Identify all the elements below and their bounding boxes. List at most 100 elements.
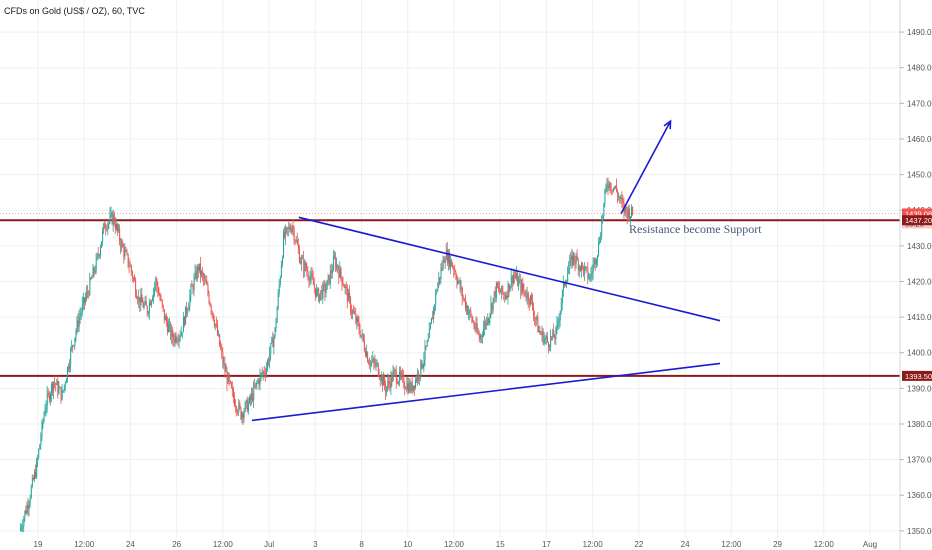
candle-body: [41, 422, 43, 438]
candle-body: [35, 471, 37, 478]
candle-body: [296, 240, 297, 242]
candle-body: [216, 324, 218, 326]
candle-body: [57, 380, 59, 394]
candle-body: [346, 286, 347, 288]
candle-body: [474, 326, 476, 330]
candle-body: [544, 338, 545, 344]
candle-body: [84, 297, 86, 303]
y-tick-label: 1390.00: [907, 384, 932, 393]
candle-body: [291, 226, 293, 232]
candle-body: [629, 208, 630, 220]
candle-body: [93, 267, 95, 273]
candle-body: [321, 290, 323, 299]
candle-body: [319, 293, 321, 301]
candle-body: [185, 306, 187, 325]
candle-body: [347, 287, 348, 302]
candle-body: [440, 268, 442, 279]
candle-body: [342, 284, 344, 286]
candle-body: [317, 289, 319, 291]
x-tick-label: 12:00: [721, 540, 742, 549]
candle-body: [292, 226, 294, 229]
candle-body: [545, 338, 546, 340]
candle-body: [454, 270, 456, 272]
level-badge-label: 1393.50: [905, 372, 932, 381]
candle-body: [82, 303, 83, 313]
candle-body: [220, 345, 222, 349]
candle-body: [232, 387, 233, 391]
candle-body: [47, 393, 48, 407]
candle-body: [624, 206, 626, 213]
candle-body: [367, 352, 369, 362]
candle-body: [323, 284, 325, 286]
candle-body: [586, 266, 588, 268]
candle-body: [156, 279, 158, 287]
candle-body: [199, 263, 200, 271]
candle-body: [419, 376, 421, 379]
candle-body: [257, 380, 259, 383]
candle-body: [540, 332, 542, 335]
candle-body: [632, 206, 634, 215]
candle-body: [433, 307, 435, 320]
candle-body: [210, 305, 212, 312]
candle-body: [285, 228, 287, 238]
time-axis[interactable]: 19 12:00 24 26 12:00 Jul 3 8 10 12:00 15 17 12:00 22 2…: [34, 540, 878, 549]
candle-body: [332, 270, 334, 273]
candle-body: [155, 279, 157, 286]
y-tick-label: 1360.00: [907, 491, 932, 500]
candle-body: [491, 303, 493, 310]
candle-body: [370, 361, 372, 366]
candle-body: [333, 257, 335, 271]
candle-body: [309, 277, 311, 282]
candle-body: [40, 437, 42, 445]
candle-body: [338, 270, 340, 278]
candle-body: [243, 411, 245, 418]
candle-body: [104, 223, 106, 229]
candle-body: [496, 282, 497, 298]
candle-body: [128, 265, 130, 267]
candle-body: [274, 327, 276, 337]
candle-body: [583, 266, 585, 275]
candle-body: [371, 361, 373, 363]
last-price-badge-label: 1439.08: [905, 209, 932, 218]
candle-body: [368, 361, 370, 365]
candle-body: [294, 240, 296, 242]
candle-body: [375, 363, 377, 366]
candle-body: [138, 296, 140, 302]
candle-body: [453, 267, 455, 271]
candle-body: [505, 295, 507, 299]
x-tick-label: Aug: [863, 540, 877, 549]
candle-body: [557, 322, 559, 324]
candle-body: [215, 324, 216, 326]
candle-body: [522, 283, 524, 290]
candle-body: [171, 330, 173, 337]
trendline-resistance: [298, 216, 721, 322]
candle-body: [385, 385, 387, 393]
candle-body: [164, 308, 165, 321]
candle-body: [630, 216, 632, 220]
candle-body: [74, 337, 76, 346]
candle-body: [403, 375, 405, 387]
candle-body: [487, 318, 489, 323]
candle-body: [508, 283, 510, 292]
candle-body: [352, 310, 354, 314]
candle-body: [511, 275, 512, 286]
candle-body: [485, 322, 487, 326]
candle-body: [366, 352, 368, 357]
candle-body: [254, 385, 256, 387]
candle-body: [556, 322, 558, 329]
candle-body: [463, 297, 464, 299]
candle-body: [44, 409, 46, 415]
candle-body: [54, 382, 56, 384]
candle-body: [608, 182, 610, 189]
candle-body: [422, 364, 424, 368]
support-resistance-levels: [0, 212, 900, 377]
candle-body: [144, 300, 146, 305]
candle-body: [552, 330, 554, 338]
candle-body: [198, 266, 199, 271]
candle-body: [320, 290, 322, 294]
candle-body: [395, 369, 396, 372]
candle-body: [602, 215, 604, 221]
candle-body: [36, 461, 38, 478]
candle-body: [176, 340, 178, 342]
